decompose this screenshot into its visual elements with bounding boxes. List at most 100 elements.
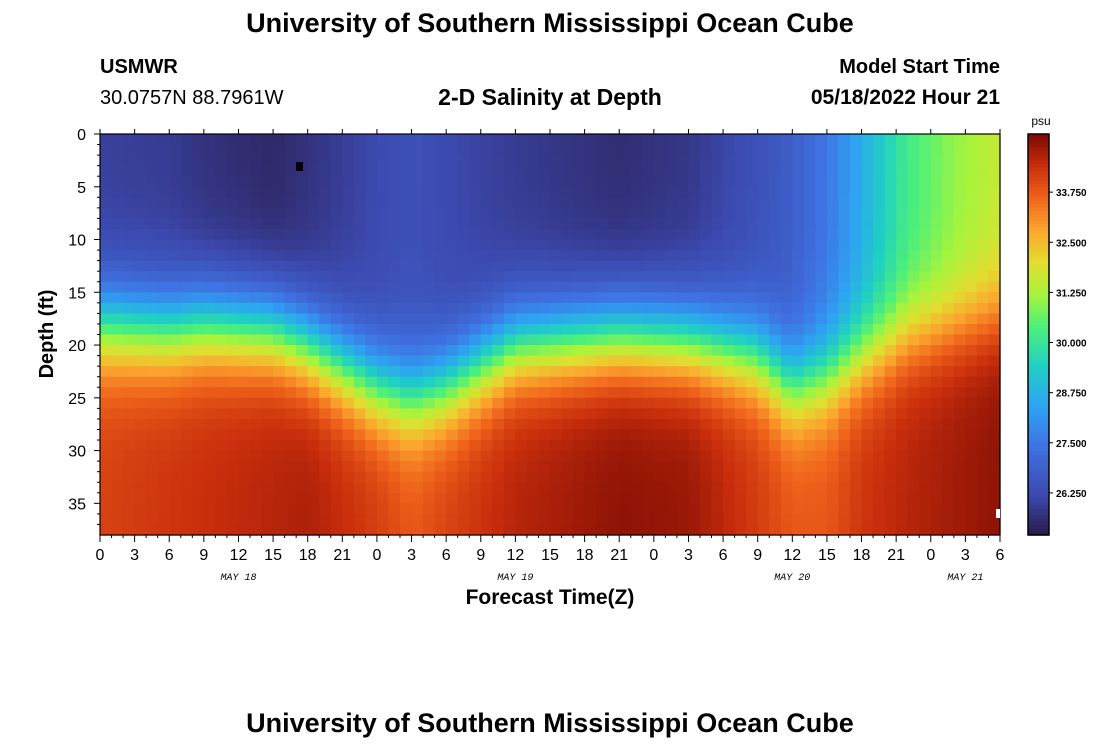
heatmap-cell <box>700 218 713 230</box>
heatmap-cell <box>769 387 782 399</box>
heatmap-cell <box>273 482 286 494</box>
heatmap-cell <box>111 471 124 483</box>
heatmap-cell <box>157 323 170 336</box>
heatmap-cell <box>376 513 390 526</box>
heatmap-cell <box>423 429 436 441</box>
heatmap-cell <box>746 260 759 272</box>
heatmap-cell <box>250 155 263 167</box>
heatmap-cell <box>434 239 447 251</box>
heatmap-cell <box>561 228 574 241</box>
heatmap-cell <box>896 334 909 346</box>
heatmap-cell <box>676 397 690 409</box>
heatmap-cell <box>584 281 597 293</box>
heatmap-cell <box>907 355 920 367</box>
heatmap-cell <box>238 440 251 452</box>
heatmap-cell <box>423 408 436 420</box>
heatmap-cell <box>942 471 955 483</box>
heatmap-cell <box>492 239 505 251</box>
heatmap-cell <box>296 471 309 483</box>
heatmap-cell <box>930 492 943 504</box>
heatmap-cell <box>665 440 678 452</box>
heatmap-cell <box>723 228 736 241</box>
heatmap-cell <box>723 165 736 177</box>
heatmap-cell <box>584 186 597 198</box>
heatmap-cell <box>665 313 678 325</box>
heatmap-cell <box>192 503 205 515</box>
heatmap-cell <box>503 440 516 452</box>
heatmap-cell <box>215 197 228 209</box>
heatmap-cell <box>815 387 828 399</box>
heatmap-cell <box>873 281 886 293</box>
heatmap-cell <box>261 355 274 367</box>
heatmap-cell <box>538 387 551 399</box>
heatmap-cell <box>365 313 378 325</box>
heatmap-cell <box>607 165 620 177</box>
heatmap-cell <box>642 513 655 526</box>
heatmap-cell <box>146 281 159 293</box>
heatmap-cell <box>515 144 528 156</box>
heatmap-cell <box>757 513 770 526</box>
heatmap-cell <box>123 366 136 378</box>
heatmap-cell <box>307 345 320 357</box>
heatmap-cell <box>261 461 274 473</box>
heatmap-cell <box>111 292 124 304</box>
colorbar-segment <box>1028 528 1049 533</box>
heatmap-cell <box>157 155 170 167</box>
heatmap-cell <box>838 513 851 526</box>
heatmap-cell <box>653 503 666 515</box>
heatmap-cell <box>930 207 943 220</box>
heatmap-cell <box>400 461 413 473</box>
heatmap-cell <box>584 239 597 251</box>
heatmap-cell <box>965 503 978 515</box>
heatmap-cell <box>700 397 713 409</box>
heatmap-cell <box>803 260 816 272</box>
heatmap-cell <box>896 197 909 209</box>
heatmap-cell <box>192 250 205 262</box>
colorbar-segment <box>1028 224 1049 229</box>
heatmap-cell <box>296 302 309 314</box>
heatmap-cell <box>261 492 274 504</box>
heatmap-cell <box>711 313 724 325</box>
heatmap-cell <box>146 513 159 526</box>
heatmap-cell <box>296 165 309 177</box>
heatmap-cell <box>330 345 343 357</box>
heatmap-cell <box>226 429 240 441</box>
heatmap-cell <box>157 334 170 346</box>
heatmap-cell <box>503 376 516 388</box>
heatmap-cell <box>769 418 782 431</box>
heatmap-cell <box>942 334 955 346</box>
heatmap-cell <box>296 387 309 399</box>
heatmap-cell <box>596 323 609 336</box>
heatmap-cell <box>215 345 228 357</box>
heatmap-cell <box>492 271 505 283</box>
heatmap-cell <box>446 134 459 146</box>
heatmap-cell <box>146 418 159 431</box>
heatmap-cell <box>180 355 193 367</box>
heatmap-cell <box>203 323 216 336</box>
heatmap-cell <box>388 239 401 251</box>
heatmap-cell <box>307 366 320 378</box>
heatmap-cell <box>157 271 170 283</box>
heatmap-cell <box>296 313 309 325</box>
heatmap-cell <box>342 397 355 409</box>
heatmap-cell <box>250 134 263 146</box>
heatmap-cell <box>480 313 493 325</box>
heatmap-cell <box>723 397 736 409</box>
heatmap-cell <box>561 397 574 409</box>
heatmap-cell <box>273 345 286 357</box>
heatmap-cell <box>596 503 609 515</box>
heatmap-cell <box>550 471 563 483</box>
page-title: University of Southern Mississippi Ocean… <box>246 8 854 38</box>
heatmap-cell <box>838 186 851 198</box>
heatmap-cell <box>988 355 1001 367</box>
heatmap-cell <box>976 345 990 357</box>
heatmap-cell <box>538 302 551 314</box>
heatmap-cell <box>376 471 390 483</box>
heatmap-cell <box>873 345 886 357</box>
heatmap-cell <box>192 323 205 336</box>
heatmap-cell <box>284 281 297 293</box>
colorbar-segment <box>1028 134 1049 138</box>
heatmap-cell <box>746 281 759 293</box>
heatmap-cell <box>792 228 805 241</box>
heatmap-cell <box>550 345 563 357</box>
